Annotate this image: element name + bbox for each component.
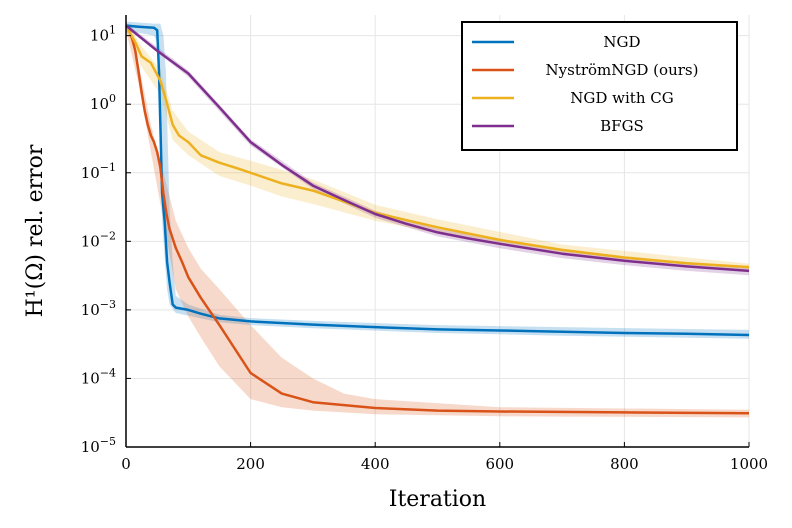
series-line: [124, 24, 750, 269]
series-lines: [124, 24, 750, 415]
x-tick-labels: 0 200 400 600 800 1000: [121, 455, 768, 473]
legend-label: NyströmNGD (ours): [546, 61, 699, 79]
x-axis-title: Iteration: [389, 487, 486, 512]
x-tick-label: 200: [236, 455, 265, 473]
x-tick-label: 400: [361, 455, 390, 473]
error-band: [126, 21, 749, 271]
legend: NGD NyströmNGD (ours) NGD with CG BFGS: [461, 21, 738, 151]
y-axis-title: H¹(Ω) rel. error: [23, 144, 48, 317]
y-tick-label: 100: [90, 92, 116, 113]
y-tick-label: 10−5: [81, 435, 116, 456]
error-band: [126, 21, 749, 339]
series-line: [125, 24, 750, 273]
y-tick-labels: 101 100 10−1 10−2 10−3 10−4 10−5: [81, 24, 116, 456]
axes: [125, 15, 750, 448]
x-tick-label: 600: [485, 455, 514, 473]
x-tick-label: 1000: [730, 455, 768, 473]
legend-box: [461, 21, 738, 151]
x-tick-label: 800: [610, 455, 639, 473]
y-tick-label: 10−1: [81, 161, 116, 182]
y-tick-label: 101: [90, 24, 116, 45]
series-line: [124, 24, 750, 415]
series-line: [125, 24, 750, 337]
y-tick-label: 10−3: [81, 298, 116, 319]
legend-label: NGD: [603, 33, 640, 51]
y-tick-label: 10−4: [81, 366, 116, 387]
legend-label: BFGS: [600, 117, 644, 135]
x-tick-label: 0: [121, 455, 131, 473]
legend-label: NGD with CG: [570, 89, 673, 107]
error-bands: [126, 21, 749, 418]
y-tick-label: 10−2: [81, 229, 116, 250]
